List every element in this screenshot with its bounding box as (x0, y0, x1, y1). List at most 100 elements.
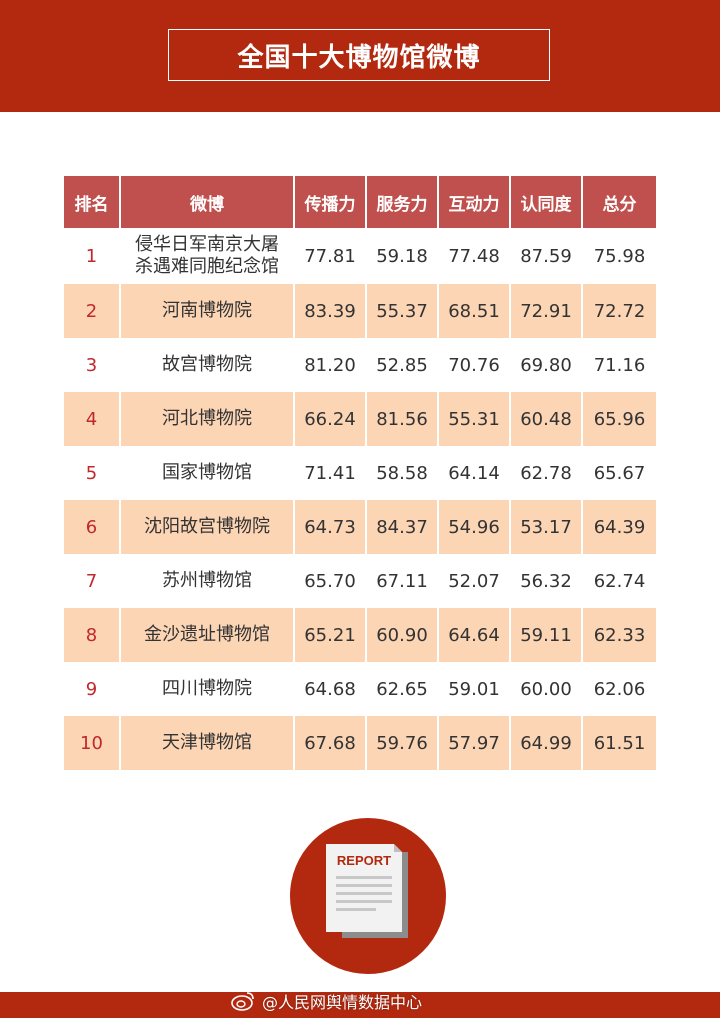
watermark-text: @人民网舆情数据中心 (262, 993, 423, 1012)
spread-cell: 81.20 (294, 338, 367, 392)
recognition-cell: 60.00 (510, 662, 583, 716)
spread-cell: 71.41 (294, 446, 367, 500)
rank-cell: 5 (64, 446, 121, 500)
total-cell: 72.72 (582, 284, 656, 338)
interaction-cell: 54.96 (438, 500, 511, 554)
rank-cell: 10 (64, 716, 121, 770)
weibo-name-cell: 天津博物馆 (120, 716, 295, 770)
table-row: 10 天津博物馆 67.68 59.76 57.97 64.99 61.51 (64, 716, 656, 770)
rank-cell: 3 (64, 338, 121, 392)
recognition-cell: 60.48 (510, 392, 583, 446)
watermark: @人民网舆情数据中心 (230, 988, 422, 1014)
service-cell: 52.85 (366, 338, 439, 392)
table-row: 2 河南博物院 83.39 55.37 68.51 72.91 72.72 (64, 284, 656, 338)
spread-cell: 65.21 (294, 608, 367, 662)
total-cell: 64.39 (582, 500, 656, 554)
rank-cell: 4 (64, 392, 121, 446)
spread-cell: 64.68 (294, 662, 367, 716)
rank-cell: 8 (64, 608, 121, 662)
report-line (336, 884, 392, 887)
interaction-cell: 55.31 (438, 392, 511, 446)
interaction-cell: 57.97 (438, 716, 511, 770)
spread-cell: 65.70 (294, 554, 367, 608)
weibo-name-cell: 国家博物馆 (120, 446, 295, 500)
weibo-name-cell: 沈阳故宫博物院 (120, 500, 295, 554)
spread-cell: 64.73 (294, 500, 367, 554)
ranking-table: 排名 微博 传播力 服务力 互动力 认同度 总分 1 侵华日军南京大屠 杀遇难同胞纪… (64, 176, 656, 770)
spread-cell: 77.81 (294, 228, 367, 284)
recognition-cell: 64.99 (510, 716, 583, 770)
total-cell: 62.74 (582, 554, 656, 608)
rank-cell: 2 (64, 284, 121, 338)
weibo-name-cell: 苏州博物馆 (120, 554, 295, 608)
weibo-name-cell: 故宫博物院 (120, 338, 295, 392)
weibo-name-cell: 金沙遗址博物馆 (120, 608, 295, 662)
table-row: 5 国家博物馆 71.41 58.58 64.14 62.78 65.67 (64, 446, 656, 500)
report-badge: REPORT (290, 818, 446, 974)
service-cell: 67.11 (366, 554, 439, 608)
weibo-name-cell: 侵华日军南京大屠 杀遇难同胞纪念馆 (120, 228, 295, 284)
report-line (336, 876, 392, 879)
table-row: 4 河北博物院 66.24 81.56 55.31 60.48 65.96 (64, 392, 656, 446)
total-cell: 71.16 (582, 338, 656, 392)
service-cell: 62.65 (366, 662, 439, 716)
weibo-name-cell: 河南博物院 (120, 284, 295, 338)
weibo-logo-icon (231, 992, 254, 1011)
table-row: 1 侵华日军南京大屠 杀遇难同胞纪念馆 77.81 59.18 77.48 87.59 75.… (64, 228, 656, 284)
service-cell: 84.37 (366, 500, 439, 554)
total-cell: 62.33 (582, 608, 656, 662)
service-cell: 60.90 (366, 608, 439, 662)
report-line (336, 892, 392, 895)
interaction-cell: 64.14 (438, 446, 511, 500)
interaction-cell: 70.76 (438, 338, 511, 392)
spread-cell: 66.24 (294, 392, 367, 446)
total-cell: 65.96 (582, 392, 656, 446)
header-spread: 传播力 (294, 176, 367, 228)
table-row: 6 沈阳故宫博物院 64.73 84.37 54.96 53.17 64.39 (64, 500, 656, 554)
interaction-cell: 64.64 (438, 608, 511, 662)
table-row: 3 故宫博物院 81.20 52.85 70.76 69.80 71.16 (64, 338, 656, 392)
recognition-cell: 87.59 (510, 228, 583, 284)
weibo-name-cell: 河北博物院 (120, 392, 295, 446)
spread-cell: 67.68 (294, 716, 367, 770)
header-interaction: 互动力 (438, 176, 511, 228)
recognition-cell: 56.32 (510, 554, 583, 608)
total-cell: 65.67 (582, 446, 656, 500)
header-recognition: 认同度 (510, 176, 583, 228)
report-document-icon: REPORT (326, 844, 408, 938)
interaction-cell: 52.07 (438, 554, 511, 608)
report-line (336, 900, 392, 903)
service-cell: 59.76 (366, 716, 439, 770)
total-cell: 61.51 (582, 716, 656, 770)
footer-band (0, 992, 720, 1018)
rank-cell: 1 (64, 228, 121, 284)
interaction-cell: 77.48 (438, 228, 511, 284)
recognition-cell: 59.11 (510, 608, 583, 662)
interaction-cell: 68.51 (438, 284, 511, 338)
interaction-cell: 59.01 (438, 662, 511, 716)
recognition-cell: 62.78 (510, 446, 583, 500)
header-band (0, 0, 720, 112)
rank-cell: 7 (64, 554, 121, 608)
page-title: 全国十大博物馆微博 (168, 29, 550, 81)
spread-cell: 83.39 (294, 284, 367, 338)
header-weibo: 微博 (120, 176, 295, 228)
service-cell: 59.18 (366, 228, 439, 284)
service-cell: 58.58 (366, 446, 439, 500)
table-header-row: 排名 微博 传播力 服务力 互动力 认同度 总分 (64, 176, 656, 228)
table-row: 7 苏州博物馆 65.70 67.11 52.07 56.32 62.74 (64, 554, 656, 608)
recognition-cell: 69.80 (510, 338, 583, 392)
rank-cell: 6 (64, 500, 121, 554)
header-service: 服务力 (366, 176, 439, 228)
header-total: 总分 (582, 176, 656, 228)
report-line (336, 908, 376, 911)
total-cell: 75.98 (582, 228, 656, 284)
recognition-cell: 72.91 (510, 284, 583, 338)
report-page-fold (394, 844, 402, 852)
header-rank: 排名 (64, 176, 121, 228)
service-cell: 81.56 (366, 392, 439, 446)
rank-cell: 9 (64, 662, 121, 716)
service-cell: 55.37 (366, 284, 439, 338)
total-cell: 62.06 (582, 662, 656, 716)
table-row: 9 四川博物院 64.68 62.65 59.01 60.00 62.06 (64, 662, 656, 716)
